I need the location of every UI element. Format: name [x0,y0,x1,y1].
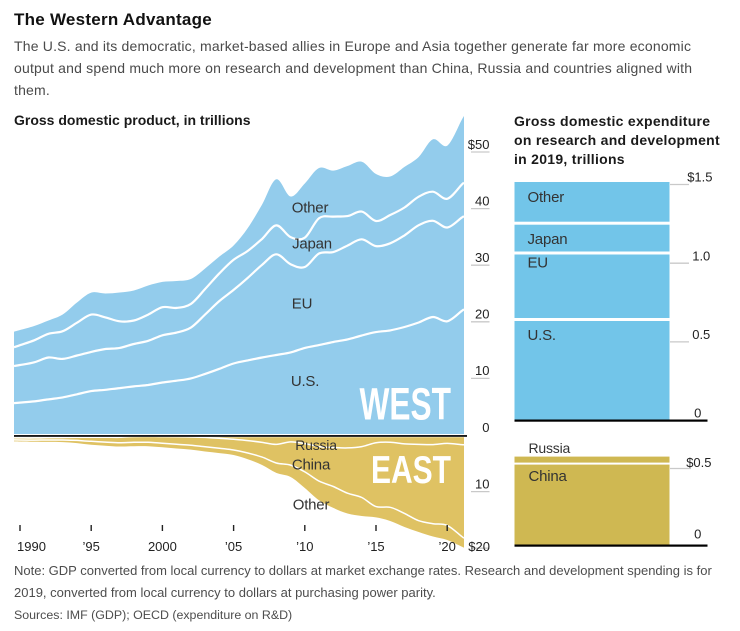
svg-text:U.S.: U.S. [528,327,556,344]
svg-text:Japan: Japan [292,236,332,253]
svg-text:EAST: EAST [371,449,451,492]
svg-text:$1.5: $1.5 [687,170,712,185]
svg-text:$0.5: $0.5 [686,455,711,470]
svg-text:0.5: 0.5 [692,327,710,342]
svg-text:40: 40 [475,193,489,208]
svg-text:’05: ’05 [225,539,242,554]
svg-text:10: 10 [475,476,489,491]
svg-text:’10: ’10 [296,539,313,554]
svg-text:30: 30 [475,250,489,265]
svg-text:0: 0 [482,420,489,435]
svg-text:20: 20 [475,307,489,322]
svg-text:WEST: WEST [360,379,452,430]
svg-text:Russia: Russia [295,437,337,453]
svg-text:’95: ’95 [83,539,100,554]
svg-text:0: 0 [694,527,701,542]
svg-text:$50: $50 [468,137,490,152]
svg-text:10: 10 [475,363,489,378]
svg-text:EU: EU [292,296,312,313]
svg-text:$20: $20 [468,539,490,554]
svg-text:’20: ’20 [439,539,456,554]
svg-text:’15: ’15 [367,539,384,554]
svg-text:Japan: Japan [528,231,568,248]
svg-text:Other: Other [528,189,565,206]
svg-text:Other: Other [292,200,329,217]
svg-text:U.S.: U.S. [291,373,319,390]
svg-text:EU: EU [528,255,548,272]
svg-text:Russia: Russia [529,440,571,456]
svg-text:2000: 2000 [148,539,177,554]
svg-text:0: 0 [694,406,701,421]
svg-text:1990: 1990 [17,539,46,554]
svg-text:1.0: 1.0 [692,248,710,263]
svg-text:China: China [529,468,568,485]
svg-text:China: China [292,457,331,474]
svg-text:Other: Other [293,497,330,514]
